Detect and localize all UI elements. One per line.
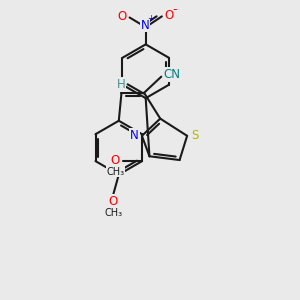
Text: O: O	[165, 9, 174, 22]
Text: N: N	[130, 129, 139, 142]
Text: O: O	[111, 154, 120, 167]
Text: N: N	[141, 19, 149, 32]
Text: H: H	[117, 78, 125, 91]
Text: +: +	[148, 14, 154, 23]
Text: O: O	[117, 10, 127, 23]
Text: S: S	[191, 129, 198, 142]
Text: O: O	[109, 195, 118, 208]
Text: CH₃: CH₃	[104, 208, 122, 218]
Text: -: -	[172, 3, 177, 16]
Text: CH₃: CH₃	[106, 167, 124, 177]
Text: CN: CN	[164, 68, 181, 81]
